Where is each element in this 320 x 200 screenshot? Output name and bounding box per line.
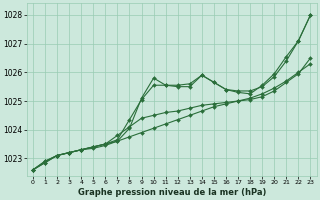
X-axis label: Graphe pression niveau de la mer (hPa): Graphe pression niveau de la mer (hPa)	[77, 188, 266, 197]
